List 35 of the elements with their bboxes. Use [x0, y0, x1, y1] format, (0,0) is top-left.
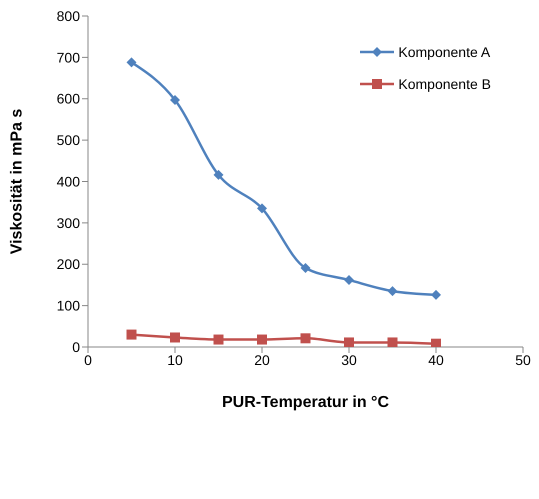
point — [388, 286, 398, 296]
point — [126, 330, 136, 340]
y-tick-label: 700 — [56, 49, 80, 66]
point — [257, 334, 267, 345]
x-tick-label: 20 — [254, 352, 270, 368]
point — [170, 332, 180, 342]
point — [388, 337, 398, 347]
y-tick-label: 400 — [56, 173, 80, 190]
point — [214, 334, 224, 345]
x-axis-title: PUR-Temperatur in °C — [222, 394, 390, 411]
x-tick-label: 40 — [428, 352, 444, 368]
point — [257, 203, 267, 214]
point — [344, 337, 354, 347]
y-tick-label: 300 — [56, 214, 80, 231]
x-tick-label: 30 — [341, 352, 357, 368]
legend-label: Komponente B — [398, 76, 491, 92]
point — [300, 333, 310, 344]
y-tick-label: 200 — [56, 256, 80, 272]
x-tick-label: 50 — [515, 352, 531, 368]
y-tick-label: 600 — [56, 90, 80, 107]
point — [170, 94, 180, 105]
point — [431, 290, 441, 300]
point — [126, 57, 136, 68]
point — [300, 262, 310, 273]
x-tick-label: 10 — [167, 352, 183, 368]
y-tick-label: 0 — [72, 338, 80, 355]
y-tick-label: 500 — [56, 132, 80, 148]
point — [344, 274, 354, 285]
legend-label: Komponente A — [398, 44, 490, 60]
y-tick-label: 800 — [56, 8, 80, 24]
x-tick-label: 0 — [84, 352, 92, 368]
y-axis-title: Viskosität in mPa s — [8, 108, 26, 254]
point — [431, 338, 441, 347]
y-tick-label: 100 — [56, 298, 80, 314]
point — [214, 170, 224, 180]
